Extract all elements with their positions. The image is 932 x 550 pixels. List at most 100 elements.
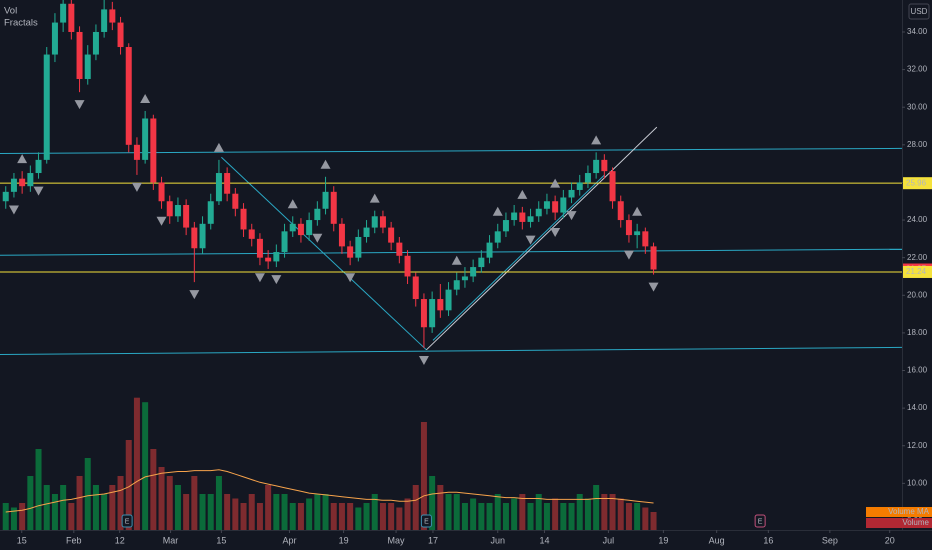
trend-line [221, 156, 427, 351]
fractal-down [254, 273, 265, 283]
volume-bar [330, 503, 337, 530]
candle-body [248, 229, 255, 239]
volume-bar [43, 485, 50, 530]
fractal-down [189, 290, 200, 300]
legend-item: Vol [4, 6, 17, 17]
fractal-up [140, 93, 151, 103]
candle-body [371, 216, 378, 228]
volume-bar [429, 476, 436, 530]
candle-body [519, 212, 526, 222]
x-tick-label: 12 [115, 535, 125, 545]
candle-body [453, 280, 460, 290]
volume-bar [281, 494, 288, 530]
volume-bar [248, 494, 255, 530]
candle-body [43, 54, 50, 160]
event-label: E [125, 518, 130, 525]
volume-bar [486, 503, 493, 530]
volume-bar [215, 476, 222, 530]
fractal-up [320, 159, 331, 169]
y-tick-label: 10.00 [907, 478, 928, 487]
volume-bar [355, 507, 362, 530]
fractal-up [287, 199, 298, 209]
volume-bar [19, 503, 26, 530]
trend-line [432, 174, 605, 341]
fractal-down [418, 355, 429, 365]
fractal-down [623, 250, 634, 260]
x-tick-label: May [388, 535, 406, 545]
fractal-down [131, 182, 142, 192]
volume-bar [347, 503, 354, 530]
volume-bar [494, 494, 501, 530]
candle-body [2, 191, 9, 202]
candle-body [133, 144, 140, 160]
candle-body [60, 3, 67, 23]
candle-body [19, 178, 26, 187]
volume-bar [625, 503, 632, 530]
volume-bar [84, 458, 91, 530]
x-tick-label: 19 [339, 535, 349, 545]
volume-legend-box [866, 518, 932, 528]
volume-bar [224, 494, 231, 530]
fractal-up [550, 178, 561, 188]
volume-bar [420, 422, 427, 530]
x-tick-label: 15 [17, 535, 27, 545]
volume-bar [396, 507, 403, 530]
volume-bar [535, 494, 542, 530]
fractal-up [369, 193, 380, 203]
volume-bar [511, 498, 518, 530]
fractal-down [156, 216, 167, 226]
currency-box[interactable] [908, 3, 930, 20]
candle-body [650, 246, 657, 270]
candle-body [486, 242, 493, 258]
volume-bar [207, 494, 214, 530]
fractal-down [345, 273, 356, 283]
x-tick-label: 16 [763, 535, 773, 545]
trend-line [0, 346, 902, 356]
candle-body [461, 276, 468, 281]
volume-bar [142, 402, 149, 530]
candle-body [297, 223, 304, 236]
volume-bar [642, 507, 649, 530]
candle-body [51, 22, 58, 55]
event-marker [420, 514, 432, 528]
volume-bar [593, 485, 600, 530]
candle-body [511, 212, 518, 221]
volume-bar [125, 440, 132, 530]
volume-bar [568, 503, 575, 530]
x-tick-label: Sep [822, 535, 838, 545]
y-tick-label: 28.00 [907, 140, 928, 149]
x-tick-label: Aug [709, 535, 725, 545]
volume-bar [199, 494, 206, 530]
candle-body [601, 159, 608, 172]
candle-body [281, 231, 288, 253]
event-marker [754, 514, 766, 528]
y-tick-label: 22.00 [907, 253, 928, 262]
volume-bar [560, 503, 567, 530]
volume-bar [617, 498, 624, 530]
fractal-down [566, 211, 577, 221]
fractal-down [33, 186, 44, 196]
volume-bar [412, 485, 419, 530]
volume-bar [634, 503, 641, 530]
volume-bar [543, 503, 550, 530]
price-label: 25.96 [906, 178, 927, 187]
fractal-down [550, 228, 561, 238]
candle-body [478, 257, 485, 268]
volume-bar [527, 503, 534, 530]
volume-bar [273, 494, 280, 530]
candle-body [191, 227, 198, 249]
fractal-up [492, 206, 503, 216]
fractal-down [312, 233, 323, 243]
candle-body [68, 3, 75, 32]
candle-body [543, 201, 550, 209]
fractal-down [8, 205, 19, 215]
x-tick-label: Apr [282, 535, 296, 545]
fractal-down [648, 282, 659, 292]
candle-body [10, 178, 17, 192]
axes: 8.0010.0012.0014.0016.0018.0020.0022.002… [17, 27, 932, 545]
candle-body [240, 208, 247, 230]
y-tick-label: 34.00 [907, 27, 928, 36]
volume-bar [35, 449, 42, 530]
